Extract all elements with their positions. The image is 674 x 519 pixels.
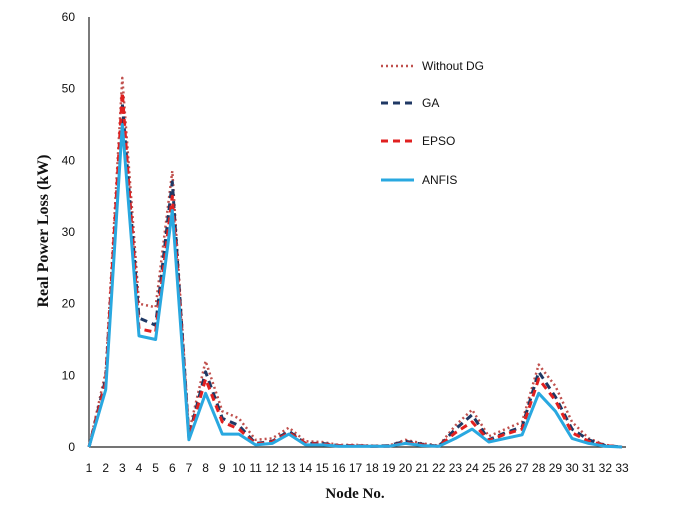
x-tick-label: 12 [266,461,280,475]
series-lines [87,76,623,449]
legend-label: EPSO [422,134,455,148]
x-tick-label: 5 [152,461,159,475]
x-tick-label: 3 [119,461,126,475]
x-tick-label: 23 [449,461,463,475]
x-tick-label: 27 [515,461,529,475]
x-tick-label: 31 [582,461,596,475]
x-tick-label: 4 [136,461,143,475]
y-tick-label: 10 [62,368,76,382]
x-tick-label: 33 [615,461,629,475]
x-tick-label: 26 [499,461,513,475]
y-tick-labels: 0 10 20 30 40 50 60 [62,10,76,454]
legend: Without DG GA EPSO ANFIS [381,59,484,187]
x-tick-label: 6 [169,461,176,475]
x-tick-labels: 1 2 3 4 5 6 7 8 9 10 11 12 13 14 15 16 17 18 19 20 21 22 23 24 2… [86,461,629,475]
x-tick-label: 10 [232,461,246,475]
x-tick-label: 1 [86,461,93,475]
x-tick-label: 30 [565,461,579,475]
x-tick-label: 22 [432,461,446,475]
legend-label: GA [422,96,439,110]
y-tick-label: 0 [68,440,75,454]
x-tick-label: 13 [282,461,296,475]
x-tick-label: 29 [549,461,563,475]
y-tick-label: 30 [62,225,76,239]
y-axis-title: Real Power Loss (kW) [35,154,52,307]
y-tick-label: 50 [62,82,76,96]
x-tick-label: 18 [365,461,379,475]
legend-label: ANFIS [422,173,457,187]
x-tick-label: 20 [399,461,413,475]
x-tick-label: 25 [482,461,496,475]
x-tick-label: 17 [349,461,363,475]
y-tick-label: 40 [62,153,76,167]
x-tick-label: 32 [599,461,613,475]
x-tick-label: 28 [532,461,546,475]
series-line-anfis [87,123,623,449]
x-tick-label: 2 [102,461,109,475]
x-tick-label: 11 [249,461,262,475]
x-tick-label: 14 [299,461,313,475]
series-line-without-dg [87,76,623,449]
x-axis-title: Node No. [325,486,384,502]
x-tick-label: 9 [219,461,226,475]
x-tick-label: 7 [186,461,193,475]
series-line-epso [87,90,623,449]
legend-label: Without DG [422,59,484,73]
y-tick-label: 20 [62,297,76,311]
x-tick-label: 19 [382,461,396,475]
x-tick-label: 21 [415,461,429,475]
x-tick-label: 24 [465,461,479,475]
y-tick-label: 60 [62,10,76,24]
x-tick-label: 8 [202,461,209,475]
x-tick-label: 16 [332,461,346,475]
x-tick-label: 15 [316,461,330,475]
